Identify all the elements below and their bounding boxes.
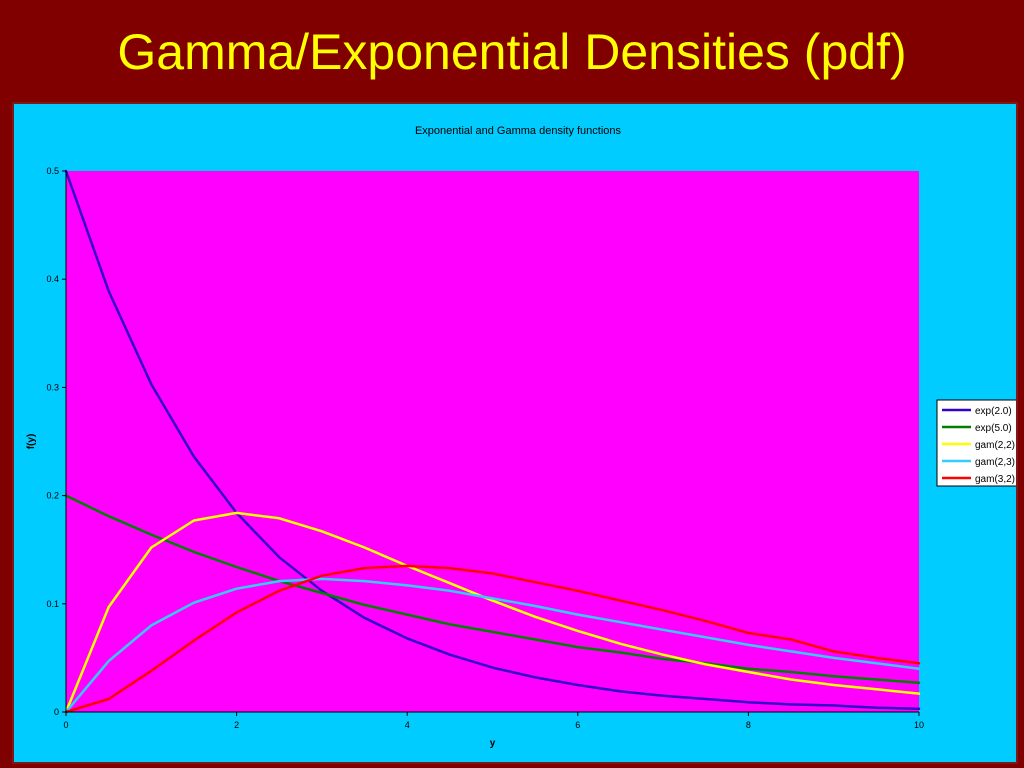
y-tick-label: 0 <box>54 707 59 717</box>
y-tick-label: 0.5 <box>46 166 59 176</box>
y-tick-label: 0.1 <box>46 599 59 609</box>
legend-label: gam(2,3) <box>975 457 1015 468</box>
slide-title: Gamma/Exponential Densities (pdf) <box>117 24 907 80</box>
y-tick-label: 0.3 <box>46 382 59 392</box>
x-tick-label: 4 <box>405 720 410 730</box>
chart-area: Exponential and Gamma density functions … <box>12 102 1018 764</box>
series-line-3 <box>64 511 921 714</box>
series-line-5 <box>64 564 921 714</box>
legend-label: exp(5.0) <box>975 423 1012 434</box>
x-tick-label: 10 <box>914 720 924 730</box>
line-chart: Exponential and Gamma density functions … <box>26 125 1016 749</box>
y-tick-label: 0.4 <box>46 274 59 284</box>
legend-label: gam(2,2) <box>975 440 1015 451</box>
series-group <box>64 169 921 714</box>
x-axis-label: y <box>490 738 496 749</box>
legend-label: gam(3,2) <box>975 474 1015 485</box>
series-line-4 <box>64 577 921 714</box>
legend: exp(2.0) exp(5.0) gam(2,2) gam(2,3) gam(3,2) <box>936 399 1016 487</box>
x-tick-label: 0 <box>63 720 68 730</box>
x-tick-label: 6 <box>575 720 580 730</box>
y-axis-label: f(y) <box>26 434 37 450</box>
y-tick-label: 0.2 <box>46 491 59 501</box>
x-tick-label: 8 <box>746 720 751 730</box>
plot-area <box>66 171 919 712</box>
axes-group: 0 2 4 6 8 10 0 0.1 0.2 0.3 0.4 0.5 <box>46 166 924 730</box>
chart-title: Exponential and Gamma density functions <box>415 125 622 137</box>
x-tick-label: 2 <box>234 720 239 730</box>
series-line-1 <box>64 169 921 711</box>
legend-label: exp(2.0) <box>975 406 1012 417</box>
series-line-2 <box>64 494 921 685</box>
